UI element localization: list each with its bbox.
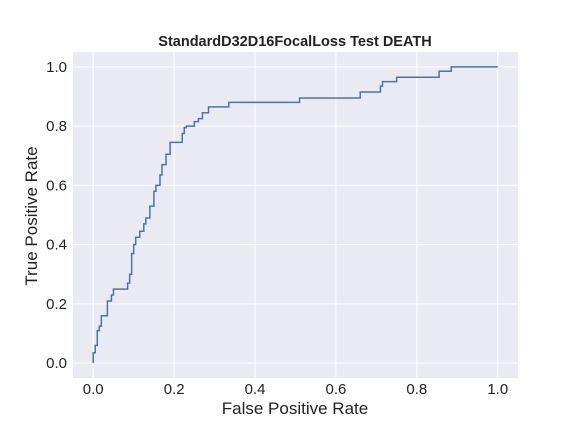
x-tick-label: 1.0 — [487, 381, 508, 398]
plot-area — [73, 52, 518, 378]
x-tick-label: 0.2 — [164, 381, 185, 398]
y-axis-label: True Positive Rate — [22, 146, 41, 285]
x-tick-label: 0.4 — [245, 381, 266, 398]
chart-title: StandardD32D16FocalLoss Test DEATH — [158, 34, 431, 50]
x-tick-label: 0.6 — [326, 381, 347, 398]
y-tick-label: 0.2 — [46, 296, 67, 313]
y-tick-label: 0.4 — [46, 237, 67, 254]
y-tick-label: 0.8 — [46, 118, 67, 135]
x-tick-label: 0.8 — [406, 381, 427, 398]
y-tick-label: 1.0 — [46, 59, 67, 76]
x-tick-label: 0.0 — [83, 381, 104, 398]
y-tick-label: 0.0 — [46, 355, 67, 372]
y-tick-label: 0.6 — [46, 177, 67, 194]
x-axis-label: False Positive Rate — [222, 399, 368, 418]
